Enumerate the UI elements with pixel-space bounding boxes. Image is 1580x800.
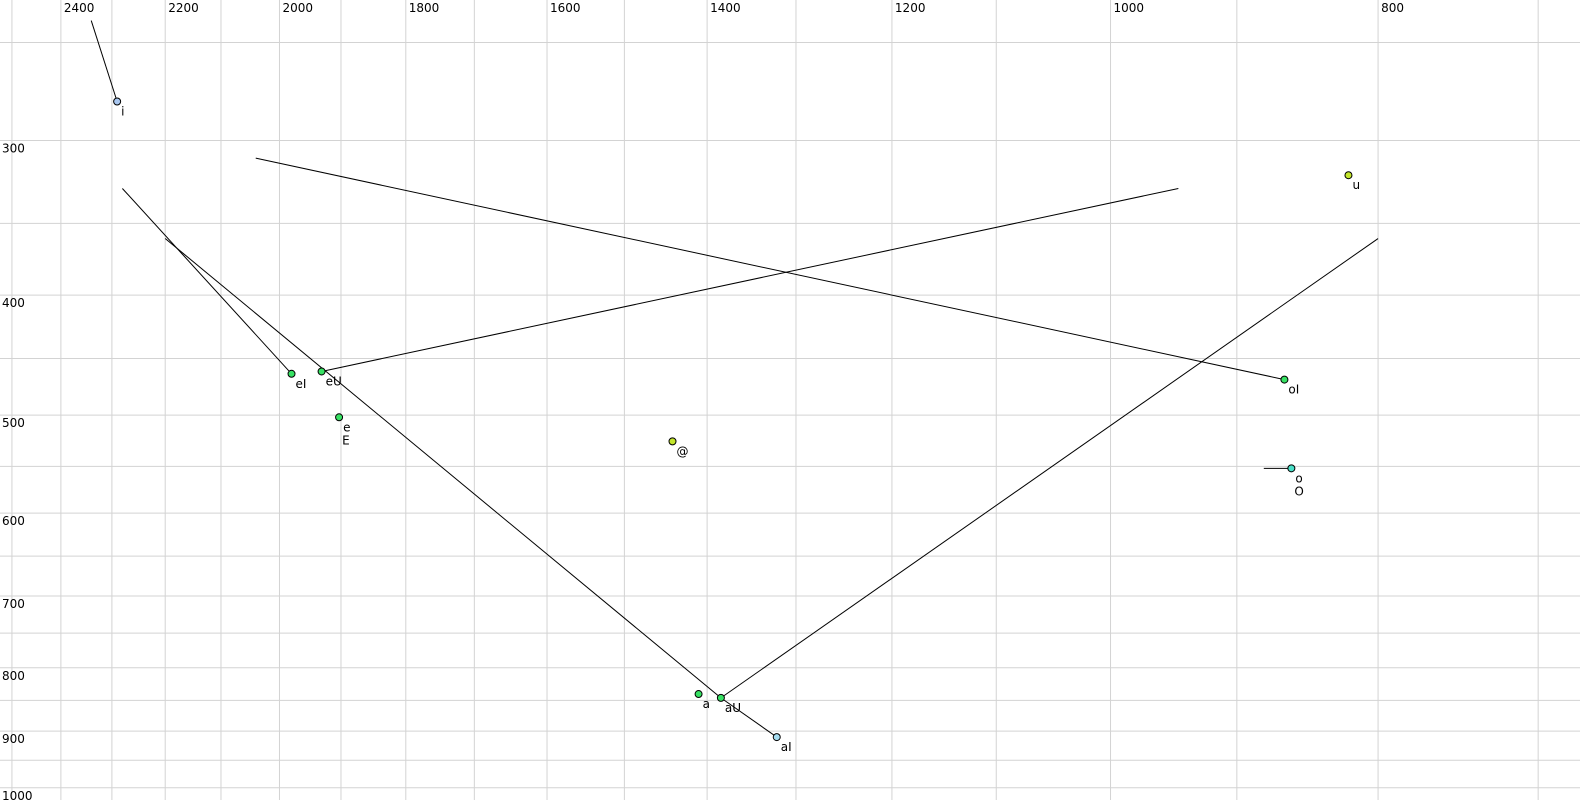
x-axis-tick-label: 2400 (64, 1, 95, 15)
point-label: @ (677, 444, 689, 458)
data-point-a (694, 690, 703, 699)
x-axis-tick-label: 1400 (710, 1, 741, 15)
data-point-aI (772, 733, 781, 742)
trajectory-line-from-eU (321, 187, 1179, 372)
y-axis-tick-label: 1000 (2, 789, 33, 800)
y-axis-tick-label: 500 (2, 416, 25, 430)
data-point-u (1344, 171, 1353, 180)
y-axis-tick-label: 600 (2, 514, 25, 528)
trajectory-line-to-eI (122, 188, 292, 375)
data-point-e (335, 413, 344, 422)
point-label: aI (781, 740, 792, 754)
point-label: o (1295, 471, 1302, 485)
point-label: e (343, 420, 350, 434)
trajectory-line-to-i (90, 20, 118, 102)
x-axis-tick-label: 1000 (1114, 1, 1145, 15)
point-label: u (1352, 178, 1360, 192)
data-point-i (113, 97, 122, 106)
y-axis-tick-label: 400 (2, 296, 25, 310)
data-point-@ (668, 437, 677, 446)
point-label: aU (725, 701, 741, 715)
y-axis-tick-label: 700 (2, 597, 25, 611)
point-label: eI (296, 377, 307, 391)
data-point-eI (287, 369, 296, 378)
y-axis-tick-label: 900 (2, 732, 25, 746)
data-point-eU (317, 367, 326, 376)
point-label-secondary: O (1294, 484, 1303, 498)
x-axis-tick-label: 2200 (168, 1, 199, 15)
point-label: oI (1288, 383, 1299, 397)
x-axis-tick-label: 800 (1381, 1, 1404, 15)
trajectory-line-from-aU (720, 238, 1379, 699)
x-axis-tick-label: 2000 (282, 1, 313, 15)
trajectory-line-to-oI (255, 157, 1285, 381)
point-label: i (121, 104, 124, 118)
data-point-aU (716, 693, 725, 702)
x-axis-tick-label: 1600 (550, 1, 581, 15)
point-label: a (703, 697, 710, 711)
data-point-oI (1280, 375, 1289, 384)
data-point-o (1287, 464, 1296, 473)
y-axis-tick-label: 800 (2, 669, 25, 683)
trajectory-line-to-aU-long (164, 238, 722, 699)
x-axis-tick-label: 1200 (895, 1, 926, 15)
y-axis-tick-label: 300 (2, 142, 25, 156)
point-label-secondary: E (342, 433, 350, 447)
point-label: eU (326, 374, 342, 388)
trajectory-line-aU-to-aI (720, 697, 778, 738)
x-axis-tick-label: 1800 (409, 1, 440, 15)
